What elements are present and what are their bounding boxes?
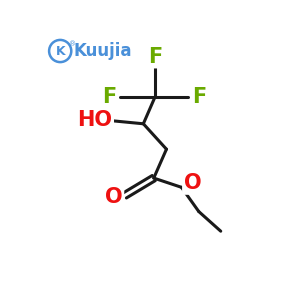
Text: F: F <box>192 87 207 107</box>
Text: O: O <box>105 187 123 206</box>
Text: F: F <box>148 47 162 67</box>
Text: F: F <box>102 87 116 107</box>
Text: O: O <box>184 173 201 193</box>
Text: HO: HO <box>77 110 112 130</box>
Text: K: K <box>56 44 65 58</box>
Text: ®: ® <box>69 42 76 48</box>
Text: Kuujia: Kuujia <box>74 42 132 60</box>
